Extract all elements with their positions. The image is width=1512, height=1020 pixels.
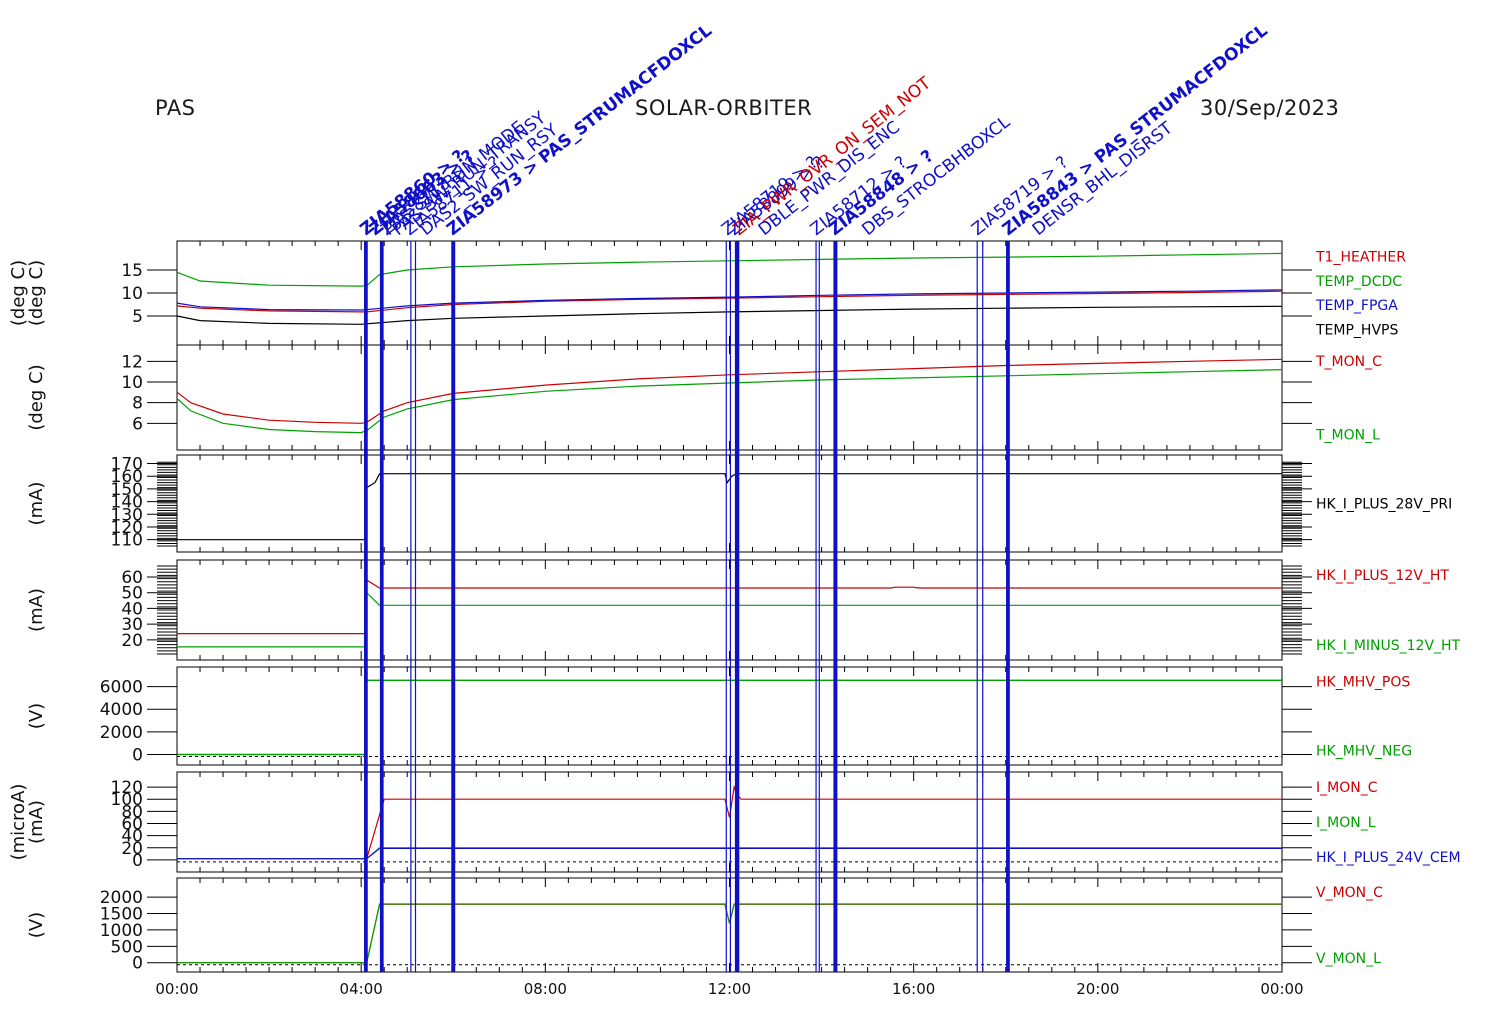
panel-1-ytick-label: 8 <box>132 394 143 414</box>
panel-5-ytick-label: 40 <box>121 827 143 847</box>
panel-3-ytick-label: 60 <box>121 568 143 588</box>
legend-i_mon_l: I_MON_L <box>1316 815 1376 831</box>
series-v_mon_l <box>177 903 1282 964</box>
x-tick-label: 20:00 <box>1076 980 1119 998</box>
legend-v_mon_c: V_MON_C <box>1316 885 1383 901</box>
event-label: ZIA58973 > PAS_STRUMACFDOXCL <box>443 21 716 240</box>
panel-5-ylabel2: (microA) <box>8 784 29 861</box>
panel-2-ytick-label: 150 <box>111 480 143 500</box>
legend-hk_i_plus_24v_cem: HK_I_PLUS_24V_CEM <box>1316 850 1461 866</box>
mission-title: SOLAR-ORBITER <box>635 96 813 120</box>
legend-hk_i_plus_28v_pri: HK_I_PLUS_28V_PRI <box>1316 497 1452 513</box>
panel-6-frame <box>176 877 1283 973</box>
series-v_mon_c <box>177 903 1282 964</box>
panel-4-frame <box>176 666 1283 766</box>
series-hk_mhv_neg <box>177 679 1282 756</box>
panel-2-ylabel: (mA) <box>26 482 47 526</box>
panel-5-ytick-label: 80 <box>121 802 143 822</box>
panel-1-frame <box>176 344 1283 451</box>
panel-6-ytick-label: 1000 <box>100 921 143 941</box>
panel-2-ytick-label: 110 <box>111 531 143 551</box>
panel-5-frame <box>176 771 1283 873</box>
panel-3-ytick-label: 20 <box>121 631 143 651</box>
series-hk_i_plus_12v_ht <box>177 579 1282 635</box>
panel-3-frame <box>176 559 1283 661</box>
x-tick-label: 04:00 <box>340 980 383 998</box>
series-hk_i_plus_28v_pri <box>177 473 1282 541</box>
legend-hk_mhv_pos: HK_MHV_POS <box>1316 675 1410 691</box>
panel-5-ylabel: (mA) <box>26 800 47 844</box>
legend-t_mon_c: T_MON_C <box>1315 354 1382 370</box>
legend-t_mon_l: T_MON_L <box>1315 427 1380 443</box>
legend-hk_mhv_neg: HK_MHV_NEG <box>1316 743 1412 759</box>
panel-6-ytick-label: 0 <box>132 954 143 974</box>
panel-2-ytick-label: 160 <box>111 467 143 487</box>
panel-3-ytick-label: 50 <box>121 584 143 604</box>
x-tick-label: 08:00 <box>524 980 567 998</box>
x-tick-label: 00:00 <box>155 980 198 998</box>
panel-5-ytick-label: 60 <box>121 815 143 835</box>
series-t_mon_c <box>176 358 1283 424</box>
panel-0-ytick-label: 10 <box>121 284 143 304</box>
legend-i_mon_c: I_MON_C <box>1316 780 1378 796</box>
panel-6-ytick-label: 1500 <box>100 905 143 925</box>
panel-5-ytick-label: 0 <box>132 851 143 871</box>
legend-temp_fpga: TEMP_FPGA <box>1315 298 1398 314</box>
panel-2-ytick-label: 120 <box>111 518 143 538</box>
x-tick-label: 12:00 <box>708 980 751 998</box>
x-tick-label: 16:00 <box>892 980 935 998</box>
panel-1-ytick-label: 12 <box>121 352 143 372</box>
series-hk_mhv_pos <box>177 679 1282 756</box>
legend-v_mon_l: V_MON_L <box>1316 951 1381 967</box>
series-hk_i_plus_24v_cem <box>177 847 1282 860</box>
panel-2-ytick-label: 140 <box>111 493 143 513</box>
panel-6-ylabel: (V) <box>26 912 47 938</box>
panel-3-ytick-label: 40 <box>121 599 143 619</box>
panel-4-ylabel: (V) <box>26 703 47 729</box>
x-tick-label: 00:00 <box>1260 980 1303 998</box>
panel-0-ytick-label: 15 <box>121 261 143 281</box>
series-t1_heather <box>176 290 1283 313</box>
panel-5-ytick-label: 20 <box>121 839 143 859</box>
panel-3-ytick-label: 30 <box>121 615 143 635</box>
instrument-title: PAS <box>155 96 196 120</box>
legend-temp_dcdc: TEMP_DCDC <box>1315 274 1402 290</box>
panel-0-ytick-label: 5 <box>132 307 143 327</box>
series-temp_fpga <box>176 289 1283 311</box>
panel-2-frame <box>176 454 1283 553</box>
panel-2-ytick-label: 130 <box>111 505 143 525</box>
panel-5-ytick-label: 100 <box>111 790 143 810</box>
series-i_mon_l <box>177 847 1282 860</box>
panel-0-ylabel-outer: (deg C) <box>8 260 29 326</box>
series-temp_dcdc <box>176 252 1283 287</box>
panel-4-ytick-label: 0 <box>132 745 143 765</box>
panel-4-ytick-label: 4000 <box>100 700 143 720</box>
panel-0-ylabel: (deg C) <box>26 260 47 326</box>
legend-hk_i_minus_12v_ht: HK_I_MINUS_12V_HT <box>1316 638 1461 654</box>
legend-hk_i_plus_12v_ht: HK_I_PLUS_12V_HT <box>1316 568 1449 584</box>
panel-6-ytick-label: 500 <box>111 937 143 957</box>
series-temp_hvps <box>176 305 1283 325</box>
panel-1-ytick-label: 6 <box>132 414 143 434</box>
panel-5-ytick-label: 120 <box>111 778 143 798</box>
panel-4-ytick-label: 6000 <box>100 678 143 698</box>
panel-3-ylabel: (mA) <box>26 588 47 632</box>
panel-2-ytick-label: 170 <box>111 455 143 475</box>
series-hk_i_minus_12v_ht <box>177 591 1282 648</box>
panel-6-ytick-label: 2000 <box>100 888 143 908</box>
panel-4-ytick-label: 2000 <box>100 723 143 743</box>
event-label: ZIA58843 > PAS_STRUMACFDOXCL <box>999 21 1272 240</box>
panel-1-ylabel: (deg C) <box>26 364 47 430</box>
legend-temp_hvps: TEMP_HVPS <box>1315 322 1398 338</box>
legend-t1_heather: T1_HEATHER <box>1315 250 1406 266</box>
panel-1-ytick-label: 10 <box>121 373 143 393</box>
date-title: 30/Sep/2023 <box>1200 96 1340 120</box>
